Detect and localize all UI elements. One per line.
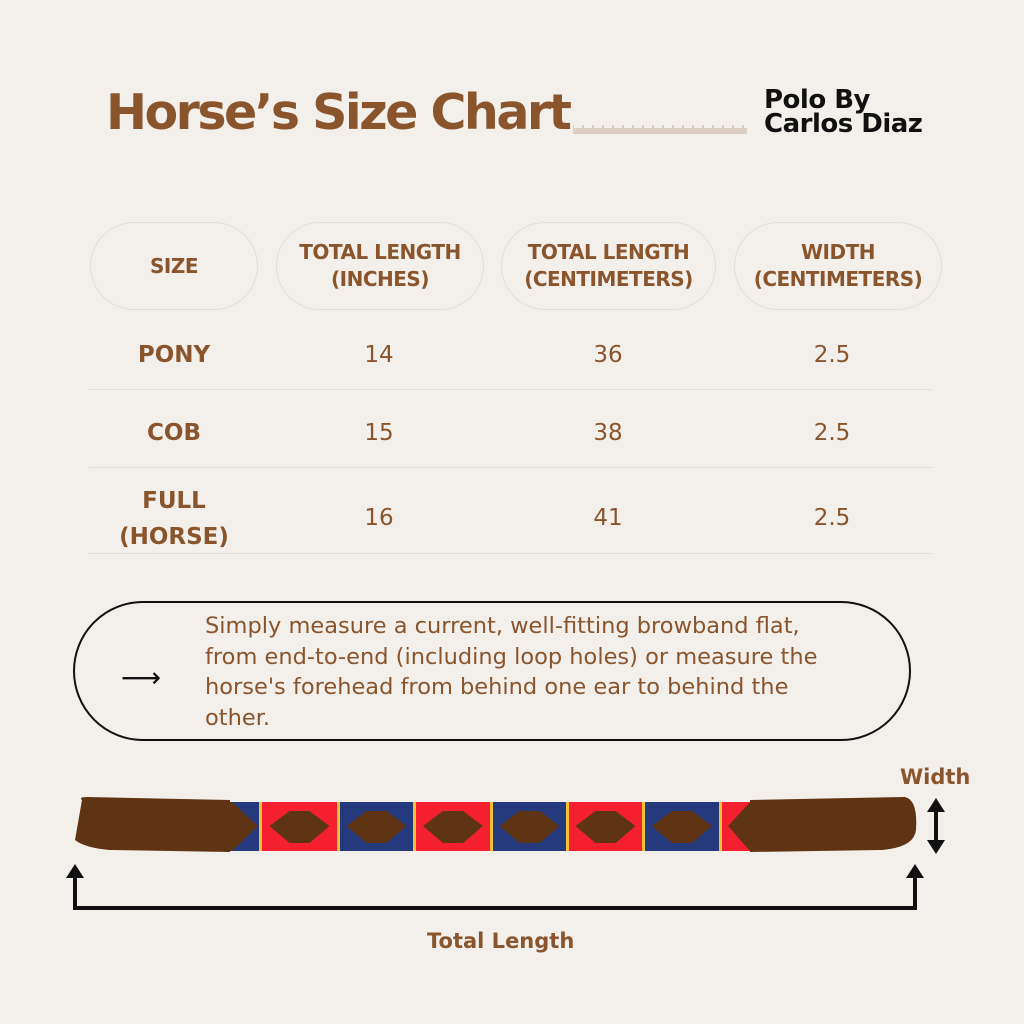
row-full-inches: 16 — [364, 505, 394, 531]
arrow-up-icon — [906, 864, 924, 878]
ruler-decoration — [573, 125, 747, 134]
brand-line-2: Carlos Diaz — [764, 109, 923, 139]
row-cob-size: COB — [147, 420, 201, 446]
row-pony-cm: 36 — [593, 342, 623, 368]
stitch-yellow — [719, 802, 722, 851]
brand-logo: Polo By Carlos Diaz — [764, 85, 923, 139]
measure-note-text: Simply measure a current, well-fitting b… — [205, 613, 818, 731]
stitch-yellow — [490, 802, 493, 851]
page-title: Horse’s Size Chart — [106, 84, 572, 141]
diamond-motif — [423, 811, 483, 843]
measure-note-box — [73, 601, 911, 741]
diamond-motif — [575, 811, 636, 843]
row-full-width: 2.5 — [813, 505, 851, 531]
diamond-motif — [346, 811, 407, 843]
leather-end-right — [750, 797, 917, 852]
stitch-yellow — [642, 802, 645, 851]
row-pony-width: 2.5 — [813, 342, 851, 368]
browband-image — [75, 797, 917, 852]
stitch-yellow — [566, 802, 569, 851]
stitch-yellow — [413, 802, 416, 851]
row-full-size: FULL (HORSE) — [119, 488, 229, 550]
row-full-cm: 41 — [593, 505, 623, 531]
leather-point-right — [728, 802, 762, 851]
total-length-bracket — [73, 872, 917, 910]
arrow-up-icon — [66, 864, 84, 878]
row-cob-cm: 38 — [593, 420, 623, 446]
width-label: Width — [900, 765, 971, 789]
row-cob-inches: 15 — [364, 420, 394, 446]
stitch-yellow — [337, 802, 340, 851]
row-divider — [89, 389, 932, 390]
leather-end-left — [75, 797, 230, 852]
total-length-label: Total Length — [427, 929, 575, 953]
row-divider — [89, 467, 932, 468]
width-double-arrow-icon — [927, 798, 945, 854]
stitch-yellow — [259, 802, 262, 851]
header-length-cm: TOTAL LENGTH (CENTIMETERS) — [501, 222, 716, 310]
row-divider — [89, 553, 932, 554]
row-pony-size: PONY — [137, 342, 211, 368]
arrow-right-icon: ⟶ — [121, 661, 162, 694]
browband-diagram — [66, 797, 945, 910]
diamond-motif — [269, 811, 330, 843]
header-length-inches: TOTAL LENGTH (INCHES) — [276, 222, 484, 310]
diamond-motif — [652, 811, 712, 843]
diamond-motif — [499, 811, 560, 843]
brand-line-1: Polo By — [764, 85, 871, 115]
header-size: SIZE — [90, 222, 258, 310]
leather-point-left — [222, 802, 258, 851]
row-pony-inches: 14 — [364, 342, 394, 368]
row-cob-width: 2.5 — [813, 420, 851, 446]
header-width-cm: WIDTH (CENTIMETERS) — [734, 222, 942, 310]
